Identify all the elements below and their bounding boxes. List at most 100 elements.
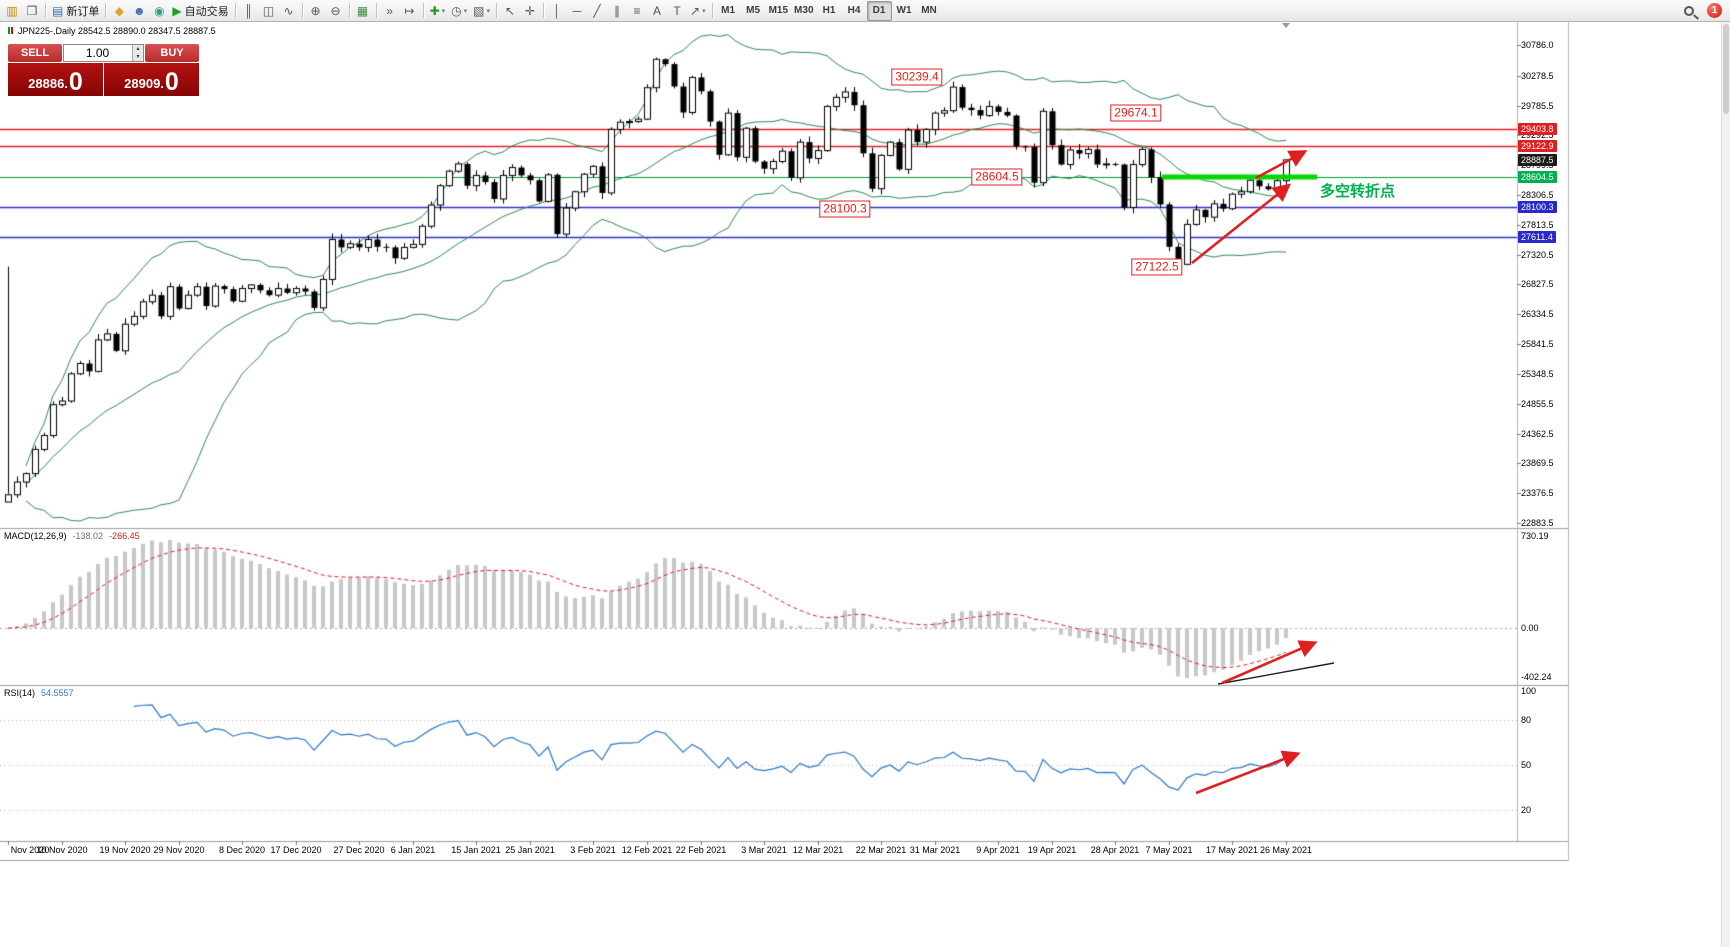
buy-button[interactable]: BUY bbox=[145, 44, 199, 62]
date-axis-label: 29 Nov 2020 bbox=[153, 845, 205, 855]
arrows-tool-icon[interactable]: ↗ ▾ bbox=[690, 3, 706, 18]
price-annotation[interactable]: 30239.4 bbox=[891, 68, 943, 86]
sell-price[interactable]: 28886. 0 bbox=[8, 63, 103, 96]
notification-badge[interactable]: 1 bbox=[1707, 3, 1722, 18]
chart-shift-icon[interactable]: ↦ bbox=[404, 3, 415, 18]
timeframe-button-m5[interactable]: M5 bbox=[746, 5, 761, 16]
horizontal-line-icon[interactable]: ─ bbox=[572, 3, 582, 18]
fibonacci-icon[interactable]: ≡ bbox=[633, 3, 641, 18]
new-chart-icon[interactable]: ▥ bbox=[6, 3, 18, 18]
periods-icon[interactable]: ◷ ▾ bbox=[451, 3, 468, 18]
toolbar-separator bbox=[711, 3, 713, 18]
price-axis-label: 30278.5 bbox=[1521, 70, 1554, 81]
toolbar-separator bbox=[45, 3, 46, 18]
algo-trading-icon[interactable]: ◉ bbox=[154, 3, 165, 18]
toolbar-right: 1 bbox=[1679, 1, 1730, 21]
chevron-down-icon: ▾ bbox=[441, 7, 446, 15]
timeframe-button-d1[interactable]: D1 bbox=[866, 0, 892, 21]
vertical-scrollbar[interactable] bbox=[1721, 22, 1730, 947]
timeframe-button-mn[interactable]: MN bbox=[921, 5, 937, 16]
toolbar-buttons: ▥ ❐ ▤ 新订单 ◆ ☻ ◉ ▶ 自动交易 ║ ◫ ∿ ⊕ ⊖ ▦ » ↦ ✚ ▾ ◷ ▾ ▧ ▾ ↖ ✛ │ ─ ╱ ∥ ≡ A T ↗ ▾ M… bbox=[0, 0, 1679, 22]
price-axis-label: 27813.5 bbox=[1521, 219, 1554, 230]
auto-trading-button[interactable]: ▶ 自动交易 bbox=[172, 3, 229, 18]
timeframe-button-m1[interactable]: M1 bbox=[721, 5, 736, 16]
volume-up-icon[interactable]: ▴ bbox=[132, 45, 143, 53]
candlestick-chart-icon[interactable]: ◫ bbox=[262, 3, 275, 18]
text-label-icon[interactable]: T bbox=[673, 3, 681, 18]
date-axis-label: 17 Dec 2020 bbox=[270, 845, 322, 855]
date-axis-label: 8 Dec 2020 bbox=[218, 845, 266, 855]
volume-input[interactable] bbox=[63, 44, 144, 62]
price-axis-label: 23376.5 bbox=[1521, 488, 1554, 499]
crosshair-icon[interactable]: ✛ bbox=[524, 3, 536, 18]
toolbar-separator bbox=[234, 3, 236, 18]
chart-profiles-icon[interactable]: ❐ bbox=[26, 3, 38, 18]
price-axis-label: 22883.5 bbox=[1521, 518, 1554, 528]
date-axis-label: 26 May 2021 bbox=[1259, 845, 1313, 855]
price-axis-label: 29292.5 bbox=[1521, 130, 1554, 141]
trendline-icon[interactable]: ╱ bbox=[593, 3, 601, 18]
search-icon[interactable] bbox=[1679, 1, 1699, 21]
macd-signal-value: -266.45 bbox=[109, 531, 140, 541]
market-watch-icon[interactable]: ☻ bbox=[133, 3, 146, 18]
date-axis-label: 6 Jan 2021 bbox=[390, 845, 436, 855]
chevron-down-icon: ▾ bbox=[486, 7, 491, 15]
price-axis-label: 23869.5 bbox=[1521, 458, 1554, 469]
date-axis-label: 31 Mar 2021 bbox=[909, 845, 961, 855]
main-toolbar: ▥ ❐ ▤ 新订单 ◆ ☻ ◉ ▶ 自动交易 ║ ◫ ∿ ⊕ ⊖ ▦ » ↦ ✚ ▾ ◷ ▾ ▧ ▾ ↖ ✛ │ ─ ╱ ∥ ≡ A T ↗ ▾ M… bbox=[0, 0, 1730, 22]
timeframe-button-m30[interactable]: M30 bbox=[794, 5, 814, 16]
metaeditor-icon[interactable]: ◆ bbox=[114, 3, 124, 18]
auto-scroll-icon[interactable]: » bbox=[386, 3, 393, 18]
date-axis-label: 7 May 2021 bbox=[1145, 845, 1193, 855]
scrollbar-thumb[interactable] bbox=[1723, 24, 1729, 114]
price-axis-label: 25841.5 bbox=[1521, 339, 1554, 350]
timeframe-button-h1[interactable]: H1 bbox=[822, 5, 836, 16]
zoom-out-icon[interactable]: ⊖ bbox=[330, 3, 341, 18]
channel-icon[interactable]: ∥ bbox=[614, 3, 621, 18]
vertical-line-icon[interactable]: │ bbox=[553, 3, 561, 18]
price-axis-label: 25348.5 bbox=[1521, 368, 1554, 379]
zoom-in-icon[interactable]: ⊕ bbox=[310, 3, 321, 18]
macd-name: MACD(12,26,9) bbox=[4, 531, 67, 541]
date-axis-label: 28 Apr 2021 bbox=[1090, 845, 1140, 855]
rsi-axis-label: 80 bbox=[1521, 715, 1532, 725]
sell-button[interactable]: SELL bbox=[8, 44, 62, 62]
tile-windows-icon[interactable]: ▦ bbox=[356, 3, 369, 18]
turning-point-label[interactable]: 多空转折点 bbox=[1320, 183, 1396, 200]
bar-chart-icon[interactable]: ║ bbox=[244, 3, 253, 18]
date-axis-label: 22 Mar 2021 bbox=[855, 845, 907, 855]
date-axis-label: 3 Feb 2021 bbox=[570, 845, 616, 855]
price-annotation[interactable]: 28604.5 bbox=[971, 168, 1023, 186]
templates-icon[interactable]: ▧ ▾ bbox=[473, 3, 491, 18]
price-axis-tag: 28100.3 bbox=[1518, 201, 1557, 214]
buy-price[interactable]: 28909. 0 bbox=[104, 63, 199, 96]
price-axis-tag: 28604.5 bbox=[1518, 170, 1557, 183]
volume-stepper[interactable]: ▴▾ bbox=[63, 44, 144, 62]
price-annotation[interactable]: 27122.5 bbox=[1131, 258, 1183, 276]
chart-symbol-info: JPN225-,Daily 28542.5 28890.0 28347.5 28… bbox=[8, 26, 216, 36]
volume-down-icon[interactable]: ▾ bbox=[132, 53, 143, 61]
new-order-button[interactable]: ▤ 新订单 bbox=[52, 3, 100, 18]
macd-indicator-label: MACD(12,26,9) -138.02 -266.45 bbox=[4, 531, 140, 541]
indicators-icon[interactable]: ✚ ▾ bbox=[429, 3, 446, 18]
price-annotation[interactable]: 28100.3 bbox=[819, 200, 871, 218]
date-axis-label: 10 Nov 2020 bbox=[36, 845, 88, 855]
rsi-axis-label: 50 bbox=[1521, 760, 1532, 770]
price-annotation[interactable]: 29674.1 bbox=[1110, 104, 1162, 122]
cursor-icon[interactable]: ↖ bbox=[504, 3, 516, 18]
volume-spin-buttons[interactable]: ▴ ▾ bbox=[132, 45, 143, 61]
price-axis-label: 30786.0 bbox=[1521, 40, 1554, 50]
line-chart-icon[interactable]: ∿ bbox=[283, 3, 294, 18]
date-axis-label: 27 Dec 2020 bbox=[333, 845, 385, 855]
price-axis-tag: 29122.9 bbox=[1518, 139, 1557, 152]
date-axis-label: 9 Apr 2021 bbox=[976, 845, 1020, 855]
rsi-axis-label: 100 bbox=[1521, 686, 1537, 696]
date-axis-label: 19 Apr 2021 bbox=[1027, 845, 1077, 855]
new-order-button-label: 新订单 bbox=[66, 5, 100, 18]
text-icon[interactable]: A bbox=[653, 3, 662, 18]
timeframe-button-m15[interactable]: M15 bbox=[768, 5, 789, 16]
timeframe-button-w1[interactable]: W1 bbox=[896, 5, 912, 16]
timeframe-button-h4[interactable]: H4 bbox=[847, 5, 861, 16]
macd-axis-label: 0.00 bbox=[1521, 623, 1539, 633]
